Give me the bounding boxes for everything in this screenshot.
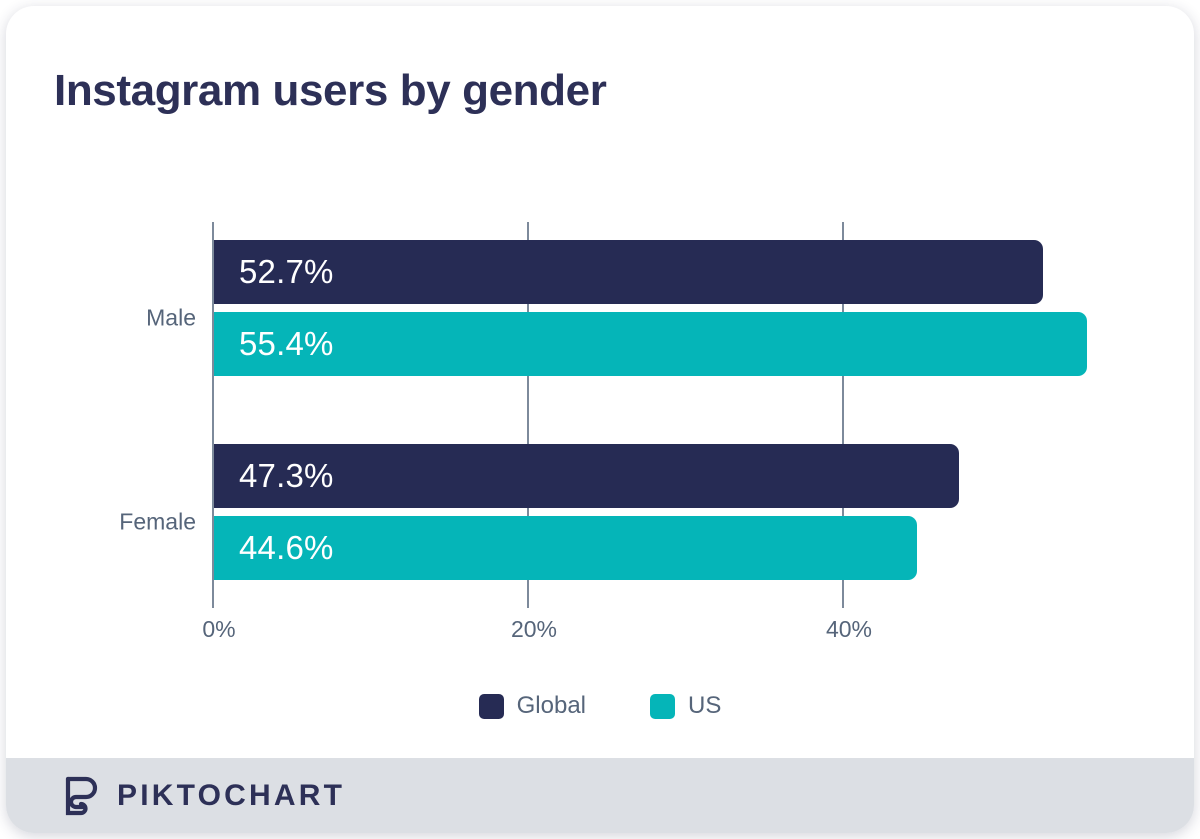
x-tick-mark-0 bbox=[212, 596, 214, 608]
footer-bar: PIKTOCHART bbox=[6, 758, 1194, 833]
x-tick-mark-40 bbox=[842, 596, 844, 608]
x-tick-mark-20 bbox=[527, 596, 529, 608]
x-tick-label-0: 0% bbox=[202, 616, 236, 642]
bar-value-label: 44.6% bbox=[239, 529, 334, 566]
chart-card: Instagram users by gender Male Female 0%… bbox=[6, 6, 1194, 833]
legend-swatch-icon bbox=[478, 693, 504, 719]
piktochart-p-logo-icon bbox=[61, 775, 99, 817]
bar-male-us[interactable]: 55.4% bbox=[214, 312, 1087, 376]
legend-swatch-icon bbox=[650, 693, 676, 719]
y-axis-category-labels: Male Female bbox=[6, 222, 196, 596]
legend-label: Global bbox=[516, 692, 587, 719]
chart-legend: Global US bbox=[6, 692, 1194, 720]
legend-item-us[interactable]: US bbox=[650, 692, 721, 720]
x-tick-label-20: 20% bbox=[510, 616, 558, 642]
bar-female-us[interactable]: 44.6% bbox=[214, 516, 917, 580]
gridline-40 bbox=[842, 222, 844, 596]
y-tick-label-male: Male bbox=[146, 304, 196, 331]
bar-value-label: 55.4% bbox=[239, 325, 334, 362]
legend-item-global[interactable]: Global bbox=[478, 692, 587, 720]
bar-value-label: 47.3% bbox=[239, 457, 334, 494]
gridline-20 bbox=[527, 222, 529, 596]
page-title: Instagram users by gender bbox=[54, 66, 607, 115]
y-tick-label-female: Female bbox=[119, 508, 196, 535]
y-axis-line bbox=[212, 222, 214, 596]
bars-and-axes: 0% 20% 40% 52.7% 55.4% 47.3% 44.6% bbox=[202, 222, 1092, 642]
bar-male-global[interactable]: 52.7% bbox=[214, 240, 1043, 304]
x-tick-label-40: 40% bbox=[825, 616, 873, 642]
piktochart-wordmark: PIKTOCHART bbox=[117, 778, 346, 812]
bar-value-label: 52.7% bbox=[239, 253, 334, 290]
legend-label: US bbox=[688, 692, 722, 719]
bar-female-global[interactable]: 47.3% bbox=[214, 444, 959, 508]
chart-plot-area: Male Female 0% 20% 40% 52.7% 55.4% bbox=[6, 206, 1194, 666]
